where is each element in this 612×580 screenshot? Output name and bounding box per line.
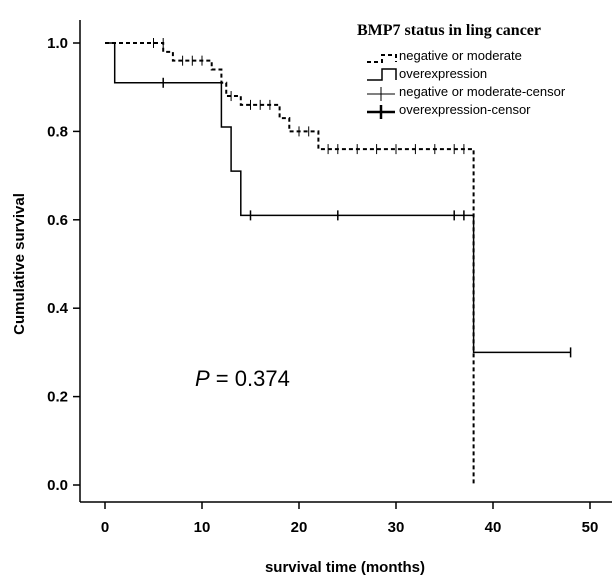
series-line-negative-or-moderate	[105, 42, 475, 485]
y-tick-label: 1.0	[47, 35, 68, 52]
x-tick-label: 30	[388, 519, 405, 536]
series-layer	[105, 38, 572, 485]
x-tick-label: 40	[485, 519, 502, 536]
p-value-annotation: P = 0.374	[195, 366, 290, 391]
legend: BMP7 status in ling cancer negative or m…	[357, 22, 566, 119]
legend-entry-negative-or-moderate: negative or moderate	[367, 48, 522, 63]
y-axis-label: Cumulative survival	[11, 193, 28, 335]
x-tick-label: 10	[194, 519, 211, 536]
legend-label: overexpression-censor	[399, 102, 531, 117]
axes	[79, 20, 612, 503]
x-ticks: 0 10 20 30 40 50	[101, 502, 599, 536]
legend-entry-over-censor: overexpression-censor	[367, 102, 531, 119]
legend-swatch-dashed-step	[367, 54, 397, 63]
legend-label: negative or moderate	[399, 48, 522, 63]
legend-entry-negative-censor: negative or moderate-censor	[367, 84, 566, 101]
legend-swatch-solid-step	[367, 68, 397, 81]
legend-label: overexpression	[399, 66, 487, 81]
y-tick-label: 0.6	[47, 212, 68, 229]
x-tick-label: 50	[582, 519, 599, 536]
x-tick-label: 20	[291, 519, 308, 536]
series-line-overexpression	[105, 42, 571, 354]
y-tick-label: 0.0	[47, 477, 68, 494]
y-ticks: 0.0 0.2 0.4 0.6 0.8 1.0	[47, 35, 80, 494]
x-tick-label: 0	[101, 519, 109, 536]
legend-label: negative or moderate-censor	[399, 84, 566, 99]
y-tick-label: 0.4	[47, 300, 69, 317]
x-axis-label: survival time (months)	[265, 559, 425, 576]
y-tick-label: 0.8	[47, 123, 68, 140]
legend-entry-overexpression: overexpression	[367, 66, 487, 81]
y-tick-label: 0.2	[47, 389, 68, 406]
legend-title: BMP7 status in ling cancer	[357, 22, 541, 39]
